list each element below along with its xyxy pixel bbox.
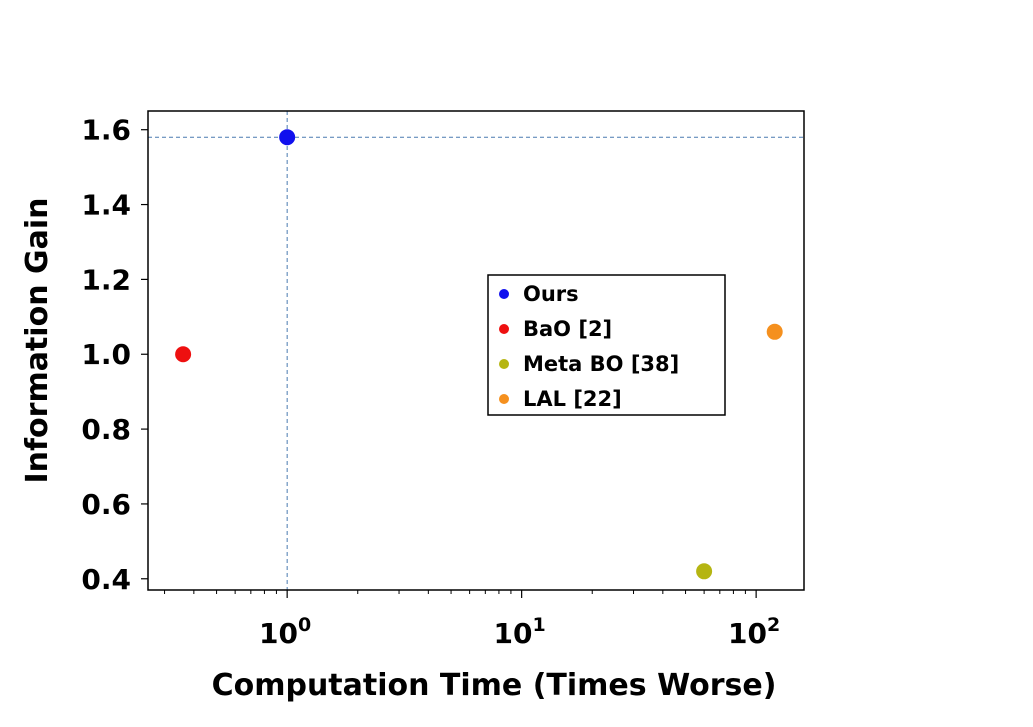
x-tick-base: 10	[728, 617, 767, 650]
x-tick-labels: 100 101 102	[259, 614, 780, 650]
data-points	[175, 129, 783, 580]
x-axis-title: Computation Time (Times Worse)	[212, 668, 777, 703]
legend-marker	[499, 324, 509, 334]
x-tick-exponent: 0	[298, 614, 311, 636]
reference-lines	[148, 111, 804, 590]
x-tick-base: 10	[494, 617, 533, 650]
x-tick-base: 10	[259, 617, 298, 650]
y-axis-title: Information Gain	[20, 197, 55, 483]
legend-label: BaO [2]	[523, 317, 612, 341]
data-point-bao-2	[175, 346, 192, 363]
legend: Ours BaO [2] Meta BO [38] LAL [22]	[487, 274, 726, 416]
x-tick-label: 101	[494, 614, 546, 650]
legend-label: LAL [22]	[523, 387, 622, 411]
x-tick-label: 100	[259, 614, 311, 650]
x-tick-exponent: 1	[533, 614, 546, 636]
y-tick-label: 1.6	[81, 114, 131, 147]
legend-label: Meta BO [38]	[523, 352, 679, 376]
legend-marker	[499, 394, 509, 404]
legend-marker	[499, 359, 509, 369]
y-tick-label: 0.8	[81, 413, 131, 446]
legend-label: Ours	[523, 282, 579, 306]
major-ticks	[141, 129, 757, 598]
legend-marker	[499, 289, 509, 299]
data-point-ours	[279, 129, 296, 146]
plot-area	[147, 110, 805, 591]
y-tick-label: 1.0	[81, 338, 131, 371]
data-point-lal-22	[766, 323, 783, 340]
x-tick-exponent: 2	[767, 614, 780, 636]
y-tick-label: 0.4	[81, 563, 131, 596]
y-tick-label: 1.4	[81, 189, 131, 222]
y-tick-labels: 0.4 0.6 0.8 1.0 1.2 1.4 1.6	[81, 114, 131, 596]
y-tick-label: 0.6	[81, 488, 131, 521]
y-tick-label: 1.2	[81, 263, 131, 296]
data-point-meta-bo-38	[696, 563, 713, 580]
legend-box	[487, 274, 726, 416]
x-tick-label: 102	[728, 614, 780, 650]
